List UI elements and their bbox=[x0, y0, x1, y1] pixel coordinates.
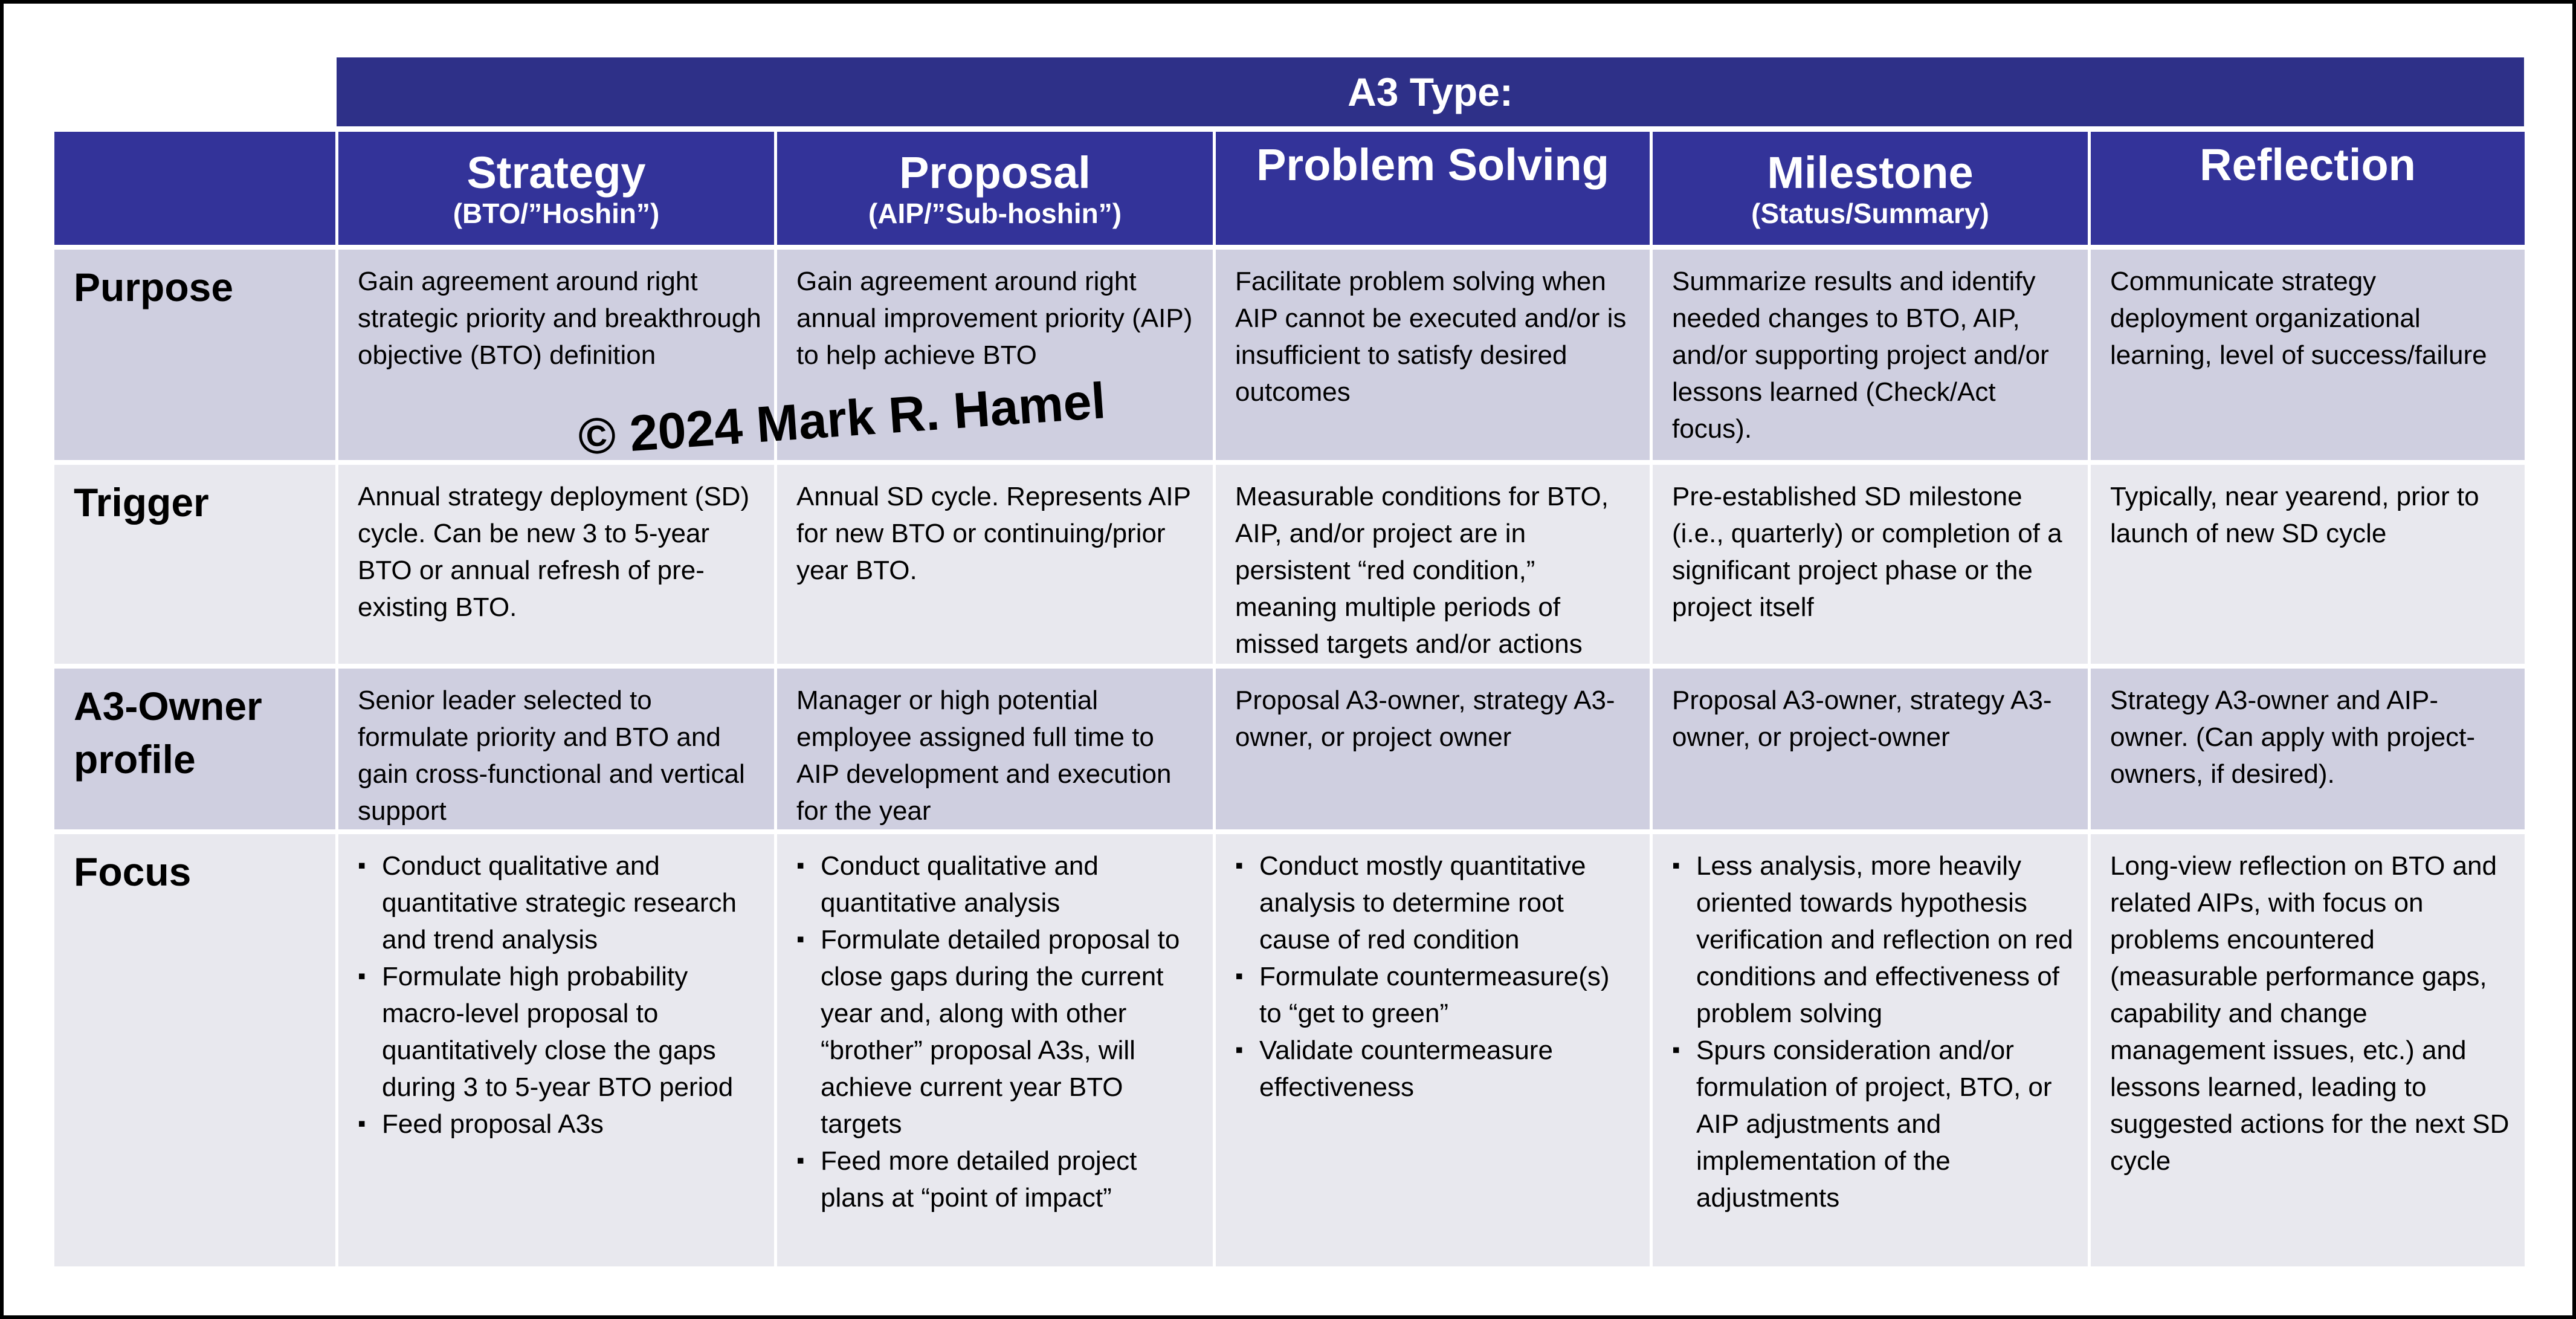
bullet-item: Formulate detailed proposal to close gap… bbox=[796, 921, 1201, 1142]
bullet-item: Formulate countermeasure(s) to “get to g… bbox=[1235, 958, 1638, 1032]
bullet-item: Formulate high probability macro-level p… bbox=[358, 958, 762, 1106]
owner-milestone: Proposal A3-owner, strategy A3-owner, or… bbox=[1653, 669, 2088, 829]
header-strategy: Strategy (BTO/”Hoshin”) bbox=[338, 132, 774, 245]
a3-type-table: Strategy (BTO/”Hoshin”) Proposal (AIP/”Sub… bbox=[54, 132, 2525, 1266]
bullet-item: Feed proposal A3s bbox=[358, 1106, 762, 1142]
bullet-item: Conduct qualitative and quantitative ana… bbox=[796, 847, 1201, 921]
header-milestone: Milestone (Status/Summary) bbox=[1653, 132, 2088, 245]
purpose-proposal: Gain agreement around right annual impro… bbox=[777, 250, 1213, 460]
bullet-item: Validate countermeasure effectiveness bbox=[1235, 1032, 1638, 1106]
bullet-item: Conduct qualitative and quantitative str… bbox=[358, 847, 762, 958]
bullet-item: Conduct mostly quantitative analysis to … bbox=[1235, 847, 1638, 958]
header-problem-solving: Problem Solving bbox=[1216, 132, 1650, 245]
purpose-strategy: Gain agreement around right strategic pr… bbox=[338, 250, 774, 460]
trigger-problem-solving: Measurable conditions for BTO, AIP, and/… bbox=[1216, 465, 1650, 664]
a3-type-banner: A3 Type: bbox=[337, 57, 2524, 126]
focus-problem-solving: Conduct mostly quantitative analysis to … bbox=[1216, 834, 1650, 1266]
purpose-reflection: Communicate strategy deployment organiza… bbox=[2091, 250, 2525, 460]
purpose-problem-solving: Facilitate problem solving when AIP cann… bbox=[1216, 250, 1650, 460]
bullet-item: Less analysis, more heavily oriented tow… bbox=[1672, 847, 2076, 1032]
trigger-milestone: Pre-established SD milestone (i.e., quar… bbox=[1653, 465, 2088, 664]
row-label-focus: Focus bbox=[54, 834, 335, 1266]
owner-reflection: Strategy A3-owner and AIP-owner. (Can ap… bbox=[2091, 669, 2525, 829]
trigger-strategy: Annual strategy deployment (SD) cycle. C… bbox=[338, 465, 774, 664]
column-title: Proposal bbox=[899, 147, 1091, 198]
focus-proposal: Conduct qualitative and quantitative ana… bbox=[777, 834, 1213, 1266]
column-title: Problem Solving bbox=[1256, 140, 1609, 190]
row-label-owner: A3-Owner profile bbox=[54, 669, 335, 829]
owner-strategy: Senior leader selected to formulate prio… bbox=[338, 669, 774, 829]
row-label-purpose: Purpose bbox=[54, 250, 335, 460]
column-subtitle: (BTO/”Hoshin”) bbox=[453, 197, 660, 229]
header-reflection: Reflection bbox=[2091, 132, 2525, 245]
header-proposal: Proposal (AIP/”Sub-hoshin”) bbox=[777, 132, 1213, 245]
row-label-trigger: Trigger bbox=[54, 465, 335, 664]
focus-milestone: Less analysis, more heavily oriented tow… bbox=[1653, 834, 2088, 1266]
trigger-proposal: Annual SD cycle. Represents AIP for new … bbox=[777, 465, 1213, 664]
header-corner bbox=[54, 132, 335, 245]
owner-problem-solving: Proposal A3-owner, strategy A3-owner, or… bbox=[1216, 669, 1650, 829]
column-subtitle: (AIP/”Sub-hoshin”) bbox=[868, 197, 1122, 229]
bullet-item: Spurs consideration and/or formulation o… bbox=[1672, 1032, 2076, 1216]
purpose-milestone: Summarize results and identify needed ch… bbox=[1653, 250, 2088, 460]
column-title: Milestone bbox=[1767, 147, 1974, 198]
column-title: Strategy bbox=[466, 147, 646, 198]
trigger-reflection: Typically, near yearend, prior to launch… bbox=[2091, 465, 2525, 664]
column-title: Reflection bbox=[2200, 140, 2416, 190]
focus-strategy: Conduct qualitative and quantitative str… bbox=[338, 834, 774, 1266]
owner-proposal: Manager or high potential employee assig… bbox=[777, 669, 1213, 829]
column-subtitle: (Status/Summary) bbox=[1751, 197, 1989, 229]
bullet-item: Feed more detailed project plans at “poi… bbox=[796, 1142, 1201, 1216]
focus-reflection: Long-view reflection on BTO and related … bbox=[2091, 834, 2525, 1266]
